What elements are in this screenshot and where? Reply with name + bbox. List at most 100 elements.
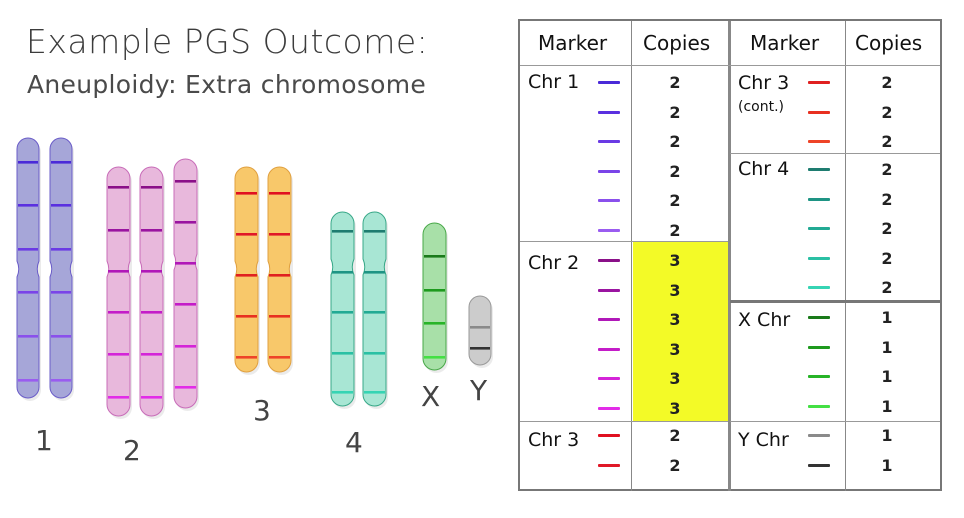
chromosome-3-copy-b-band <box>269 315 290 318</box>
chromosome-4-copy-a-band <box>332 352 353 355</box>
chr4-marker-swatch <box>808 286 830 289</box>
left-marker-header: Marker <box>538 31 608 55</box>
group-label-4: 4 <box>345 426 363 459</box>
figure-title: Example PGS Outcome: <box>26 22 429 61</box>
y-chr-copy-count: 1 <box>881 426 893 445</box>
chromosome-y <box>468 295 493 368</box>
chr4-copy-count: 2 <box>881 219 893 238</box>
chromosome-1-copy-a-band <box>18 204 38 207</box>
chromosome-1-copy-b-band <box>51 335 71 338</box>
chromosome-2-copy-a-band <box>108 270 129 273</box>
chr3-marker-swatch <box>598 464 620 467</box>
x-chr-marker-swatch <box>808 375 830 378</box>
chromosome-4-copy-b-band <box>364 230 385 233</box>
chromosome-4-copy-a <box>330 211 356 409</box>
chromosome-4-copy-b-band <box>364 311 385 314</box>
chr3-cont-marker-swatch <box>808 140 830 143</box>
chromosome-2-copy-b-band <box>141 311 162 314</box>
chromosome-2-copy-c-band <box>175 303 196 306</box>
right-copies-header: Copies <box>855 31 923 55</box>
chr3-cont-copy-count: 2 <box>881 73 893 92</box>
chr2-marker-swatch <box>598 377 620 380</box>
column-divider <box>845 21 846 491</box>
x-chr-marker-swatch <box>808 405 830 408</box>
chr1-marker-swatch <box>598 170 620 173</box>
chromosome-2-copy-b-band <box>141 270 162 273</box>
chromosome-1-copy-b-band <box>51 291 71 294</box>
chr1-copy-count: 2 <box>669 191 681 210</box>
chr2-copy-count: 3 <box>669 310 681 329</box>
chromosome-2-copy-a-band <box>108 353 129 356</box>
chromosome-3-copy-a-band <box>236 274 257 277</box>
chromosome-3-copy-a-band <box>236 315 257 318</box>
chromosome-y-band <box>470 347 490 350</box>
group-label-2: 2 <box>123 434 141 467</box>
section-rule <box>730 300 940 303</box>
row-label-chr2: Chr 2 <box>528 252 580 274</box>
chr4-copy-count: 2 <box>881 278 893 297</box>
center-divider <box>728 21 731 491</box>
chromosome-3-copy-b-band <box>269 356 290 359</box>
group-label-x: X <box>421 380 441 413</box>
row-label-chr3-cont: Chr 3 <box>738 72 790 94</box>
chromosome-4-copy-b-band <box>364 391 385 394</box>
chr1-copy-count: 2 <box>669 103 681 122</box>
chromosome-3-copy-a-band <box>236 356 257 359</box>
row-rule <box>730 421 940 422</box>
chromosome-1-copy-b-band <box>51 248 71 251</box>
chr1-marker-swatch <box>598 140 620 143</box>
chromosome-2-copy-b-band <box>141 353 162 356</box>
row-rule <box>730 153 940 154</box>
x-chr-copy-count: 1 <box>881 367 893 386</box>
chr3-cont-copy-count: 2 <box>881 103 893 122</box>
chr3-copy-count: 2 <box>669 456 681 475</box>
chromosome-2-copy-c-band <box>175 262 196 265</box>
chromosome-3-copy-b-band <box>269 233 290 236</box>
chromosome-y-band <box>470 326 490 329</box>
chr4-copy-count: 2 <box>881 160 893 179</box>
chromosome-3-copy-b-band <box>269 274 290 277</box>
row-label-x-chr: X Chr <box>738 309 791 331</box>
x-chr-copy-count: 1 <box>881 338 893 357</box>
x-chr-copy-count: 1 <box>881 397 893 416</box>
chromosome-2-copy-a <box>106 166 132 419</box>
chr3-copy-count: 2 <box>669 426 681 445</box>
chromosome-x <box>422 222 448 373</box>
chr2-copy-count: 3 <box>669 251 681 270</box>
chromosome-4-copy-b <box>362 211 388 409</box>
chr4-copy-count: 2 <box>881 249 893 268</box>
y-chr-copy-count: 1 <box>881 456 893 475</box>
chromosome-x-band <box>424 322 445 325</box>
row-rule <box>520 421 728 422</box>
group-label-y: Y <box>470 374 488 407</box>
chr2-copy-count: 3 <box>669 281 681 300</box>
chromosome-4-copy-b-band <box>364 271 385 274</box>
chr4-marker-swatch <box>808 227 830 230</box>
y-chr-marker-swatch <box>808 464 830 467</box>
chromosome-4-copy-a-band <box>332 271 353 274</box>
chr3-cont-copy-count: 2 <box>881 132 893 151</box>
column-divider <box>631 21 632 491</box>
header-rule <box>520 65 940 66</box>
chr2-copy-count: 3 <box>669 340 681 359</box>
marker-copies-table: Marker Copies Marker Copies Chr 1 Chr 2 … <box>518 19 942 491</box>
chromosome-2-copy-a-band <box>108 229 129 232</box>
chromosome-3-copy-b-band <box>269 192 290 195</box>
row-label-y-chr: Y Chr <box>738 429 789 451</box>
chr2-marker-swatch <box>598 407 620 410</box>
row-label-chr1: Chr 1 <box>528 71 580 93</box>
chromosome-x-band <box>424 255 445 258</box>
chromosome-2-copy-a-band <box>108 311 129 314</box>
chromosome-3-copy-a <box>234 166 260 375</box>
extra-copy-highlight <box>633 241 728 421</box>
chr1-marker-swatch <box>598 229 620 232</box>
chr3-cont-marker-swatch <box>808 81 830 84</box>
chromosome-2-copy-b <box>139 166 165 419</box>
chr1-copy-count: 2 <box>669 73 681 92</box>
chromosome-2-copy-b-band <box>141 229 162 232</box>
chromosome-1-copy-a <box>16 137 41 401</box>
row-label-chr3: Chr 3 <box>528 429 580 451</box>
row-sublabel-cont: (cont.) <box>738 99 784 115</box>
chromosome-2-copy-c <box>173 158 199 411</box>
